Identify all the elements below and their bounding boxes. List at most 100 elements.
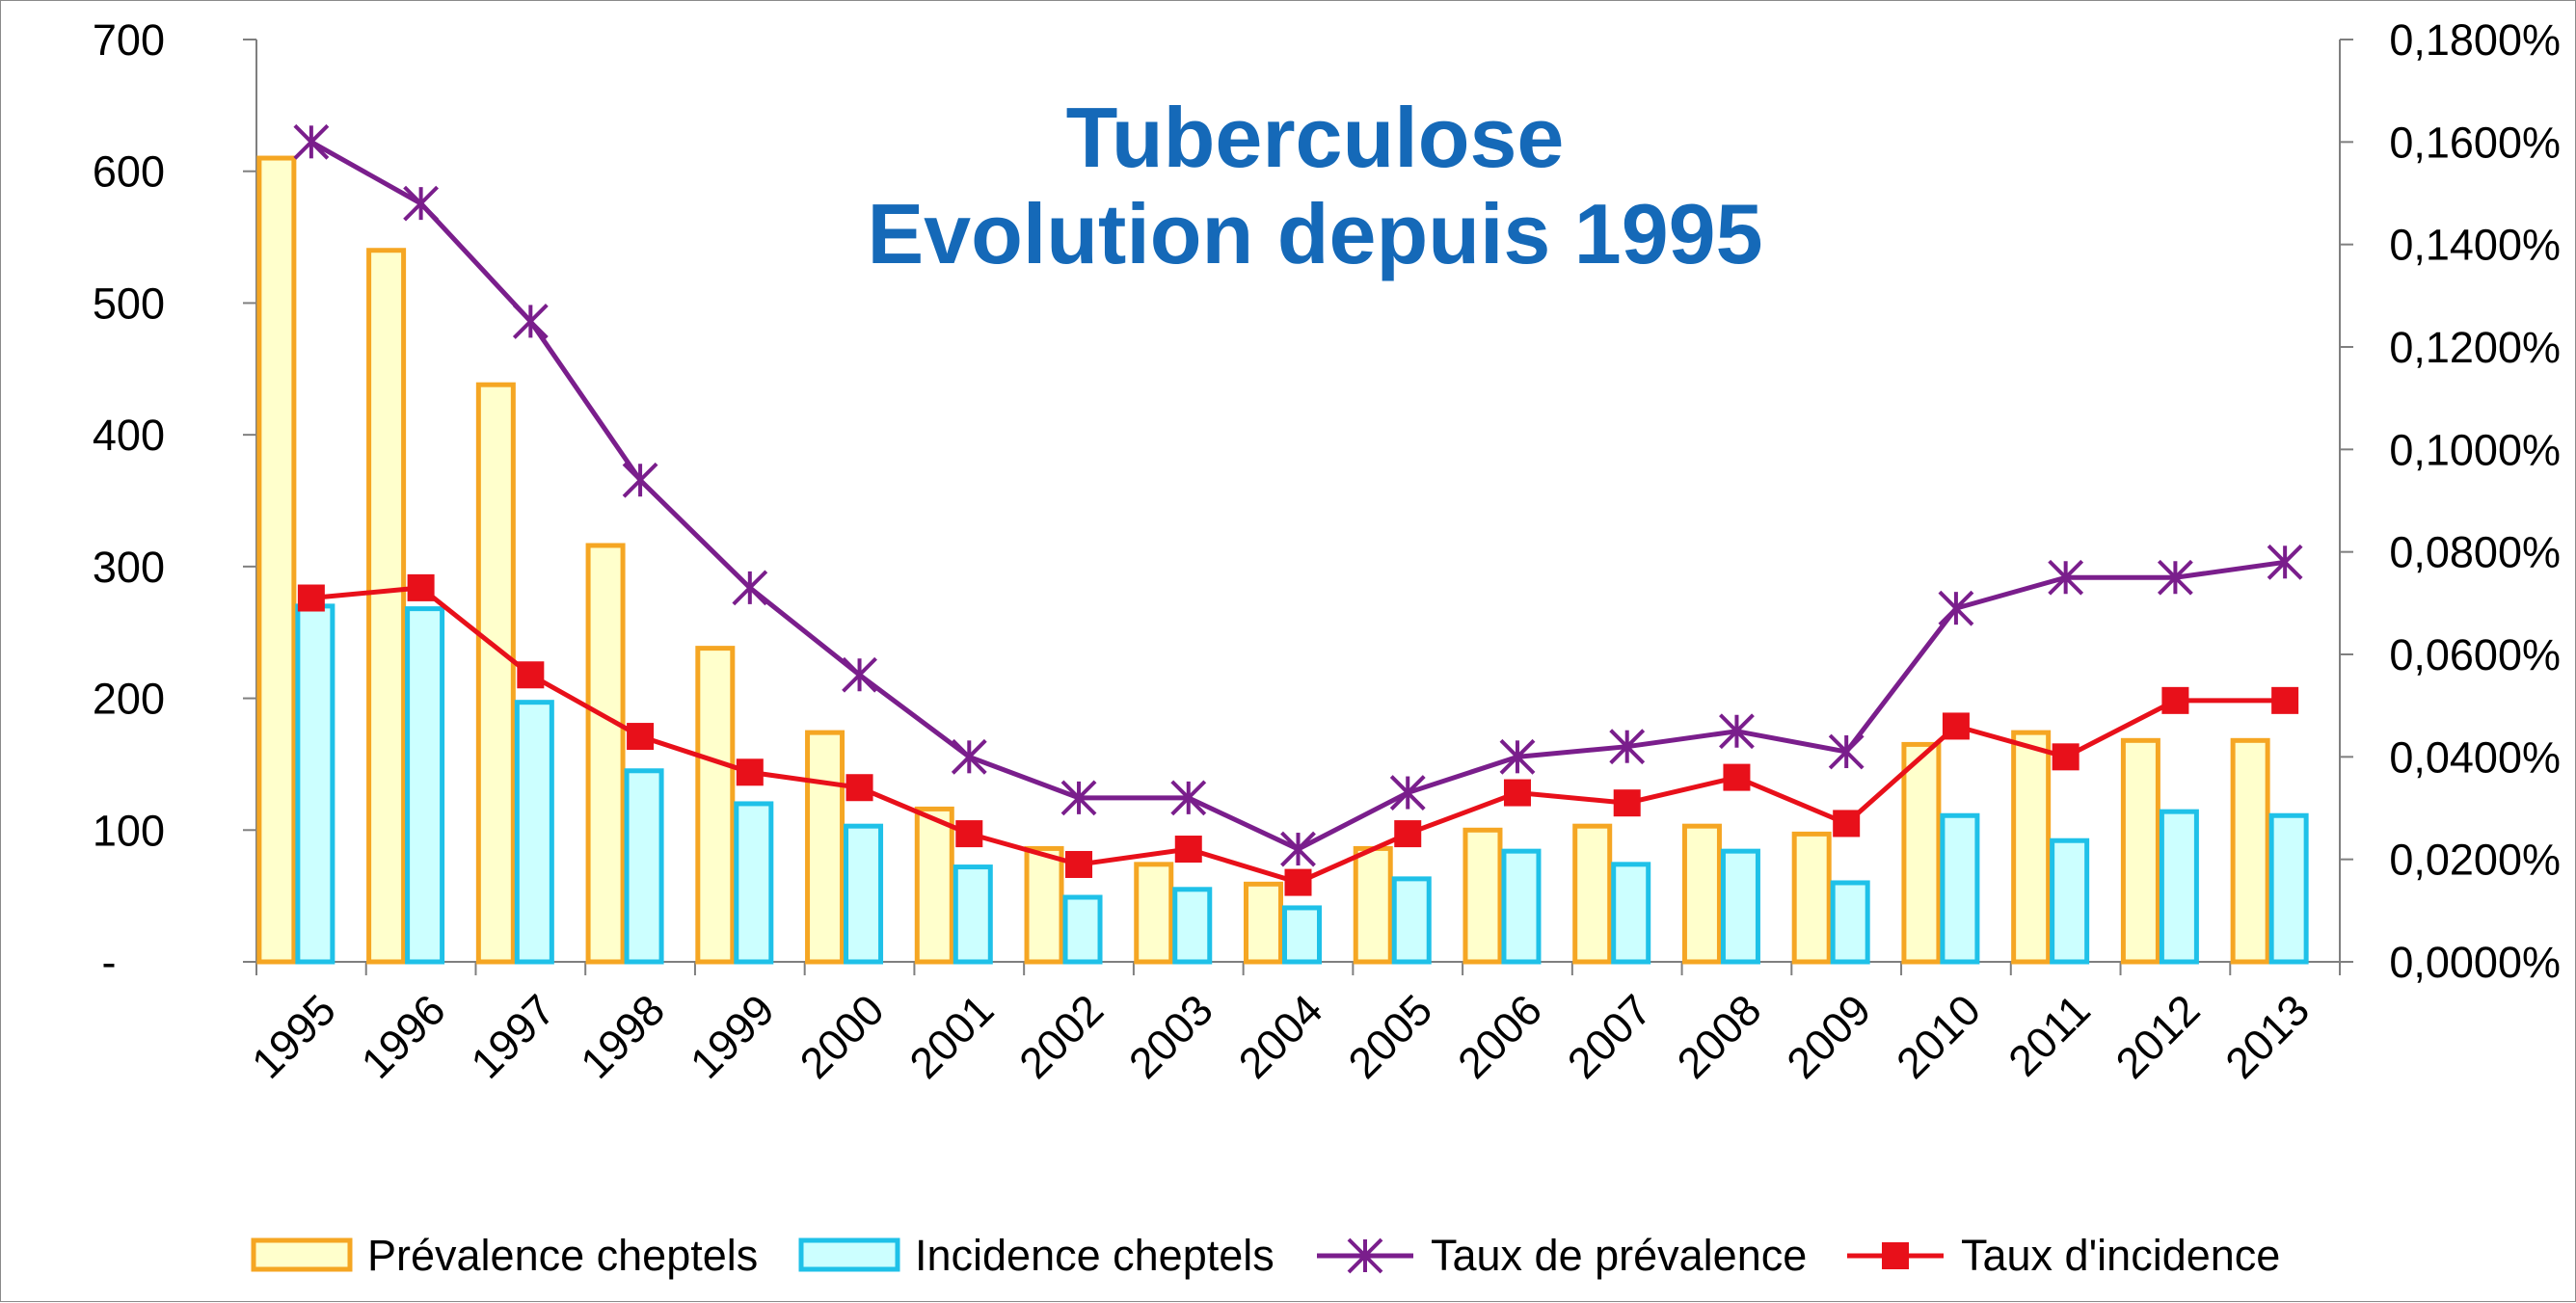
left-tick-label: 500 (93, 279, 165, 328)
bar-prevalence-cheptels (1134, 862, 1174, 965)
x-tick-label: 2009 (1777, 985, 1880, 1088)
bar-incidence-cheptels (1611, 862, 1651, 965)
point-taux-d-incidence (2052, 743, 2080, 771)
bar-prevalence-cheptels (914, 806, 954, 965)
bar-incidence-cheptels (295, 603, 335, 965)
point-taux-d-incidence (1174, 836, 1202, 864)
point-taux-d-incidence (1613, 789, 1641, 817)
point-taux-d-incidence (1284, 868, 1312, 896)
chart-bars (256, 155, 2309, 965)
legend-swatch (798, 1237, 900, 1272)
bar-prevalence-cheptels (2011, 730, 2052, 965)
point-taux-d-incidence (1065, 850, 1093, 878)
legend-item: Prévalence cheptels (251, 1231, 758, 1280)
bar-prevalence-cheptels (1901, 741, 1942, 965)
legend-item: Incidence cheptels (798, 1231, 1275, 1280)
point-taux-de-prevalence (951, 738, 987, 775)
x-tick-label: 2008 (1668, 985, 1771, 1088)
x-tick-label: 2011 (1999, 985, 2099, 1085)
point-taux-d-incidence (627, 723, 655, 751)
bar-incidence-cheptels (1282, 905, 1322, 965)
point-taux-d-incidence (407, 573, 435, 601)
bar-prevalence-cheptels (475, 382, 516, 965)
x-tick-label: 1998 (571, 985, 674, 1088)
point-taux-de-prevalence (1499, 738, 1536, 775)
bar-prevalence-cheptels (1791, 831, 1832, 965)
bar-incidence-cheptels (953, 864, 993, 965)
point-taux-de-prevalence (1828, 733, 1865, 770)
x-tick-label: 2007 (1558, 985, 1661, 1088)
bar-incidence-cheptels (2050, 838, 2090, 965)
right-tick-label: 0,1600% (2389, 118, 2561, 167)
bar-prevalence-cheptels (1462, 827, 1503, 965)
point-taux-de-prevalence (1170, 780, 1207, 816)
legend-label: Incidence cheptels (915, 1231, 1275, 1280)
point-taux-de-prevalence (842, 656, 877, 693)
bar-prevalence-cheptels (256, 155, 297, 965)
left-tick-label: 300 (93, 543, 165, 592)
point-taux-de-prevalence (1280, 831, 1316, 867)
point-taux-de-prevalence (1060, 780, 1097, 816)
point-taux-de-prevalence (2048, 559, 2084, 596)
x-tick-label: 2010 (1887, 985, 1990, 1088)
point-taux-de-prevalence (403, 185, 440, 222)
bar-incidence-cheptels (2159, 809, 2199, 965)
legend-marker (1882, 1242, 1909, 1269)
point-taux-de-prevalence (2157, 559, 2193, 596)
x-tick-label: 2006 (1448, 985, 1551, 1088)
right-tick-label: 0,0600% (2389, 630, 2561, 679)
right-tick-label: 0,1200% (2389, 323, 2561, 372)
bar-incidence-cheptels (1062, 894, 1103, 965)
point-taux-d-incidence (517, 661, 545, 689)
x-tick-label: 2001 (900, 985, 1004, 1088)
right-tick-label: 0,0200% (2389, 836, 2561, 885)
right-tick-label: 0,1800% (2389, 15, 2561, 65)
bar-prevalence-cheptels (2230, 737, 2270, 965)
bar-prevalence-cheptels (2120, 737, 2160, 965)
point-taux-de-prevalence (732, 570, 768, 606)
point-taux-de-prevalence (1938, 590, 1974, 626)
legend-item: Taux d'incidence (1847, 1231, 2280, 1280)
point-taux-d-incidence (297, 584, 325, 612)
x-tick-label: 2003 (1119, 985, 1222, 1088)
bar-prevalence-cheptels (366, 248, 407, 965)
bar-prevalence-cheptels (1024, 845, 1064, 965)
bar-prevalence-cheptels (585, 543, 626, 965)
chart-lines (293, 123, 2303, 896)
bar-incidence-cheptels (1830, 880, 1870, 965)
left-tick-label: 200 (93, 675, 165, 724)
x-tick-label: 2005 (1338, 985, 1441, 1088)
point-taux-d-incidence (955, 820, 983, 848)
bar-prevalence-cheptels (1572, 823, 1613, 965)
x-tick-label: 2012 (2106, 985, 2210, 1088)
left-tick-label: 400 (93, 411, 165, 460)
bar-incidence-cheptels (734, 801, 774, 965)
left-tick-label: 100 (93, 806, 165, 855)
bar-prevalence-cheptels (1681, 823, 1722, 965)
x-tick-label: 1996 (352, 985, 455, 1088)
chart-title-line2: Evolution depuis 1995 (867, 186, 1762, 281)
point-taux-de-prevalence (1609, 729, 1646, 765)
left-tick-label: 700 (93, 15, 165, 65)
x-tick-label: 1997 (462, 985, 565, 1088)
point-taux-d-incidence (1394, 820, 1422, 848)
x-tick-label: 2002 (1009, 985, 1113, 1088)
left-tick-label: - (102, 938, 117, 987)
left-tick-label: 600 (93, 147, 165, 197)
point-taux-d-incidence (845, 774, 873, 802)
x-tick-label: 2000 (791, 985, 894, 1088)
point-taux-de-prevalence (1719, 713, 1755, 750)
bar-prevalence-cheptels (1244, 881, 1283, 965)
chart-legend: Prévalence cheptels Incidence cheptels Tau… (251, 1231, 2280, 1280)
point-taux-d-incidence (1942, 712, 1970, 740)
bar-incidence-cheptels (624, 768, 664, 965)
bar-prevalence-cheptels (695, 646, 736, 965)
bar-incidence-cheptels (1940, 812, 1980, 965)
legend-item: Taux de prévalence (1317, 1231, 1807, 1280)
right-tick-label: 0,1000% (2389, 425, 2561, 474)
bar-incidence-cheptels (1391, 876, 1432, 965)
right-tick-label: 0,0400% (2389, 732, 2561, 782)
point-taux-de-prevalence (1389, 775, 1426, 811)
